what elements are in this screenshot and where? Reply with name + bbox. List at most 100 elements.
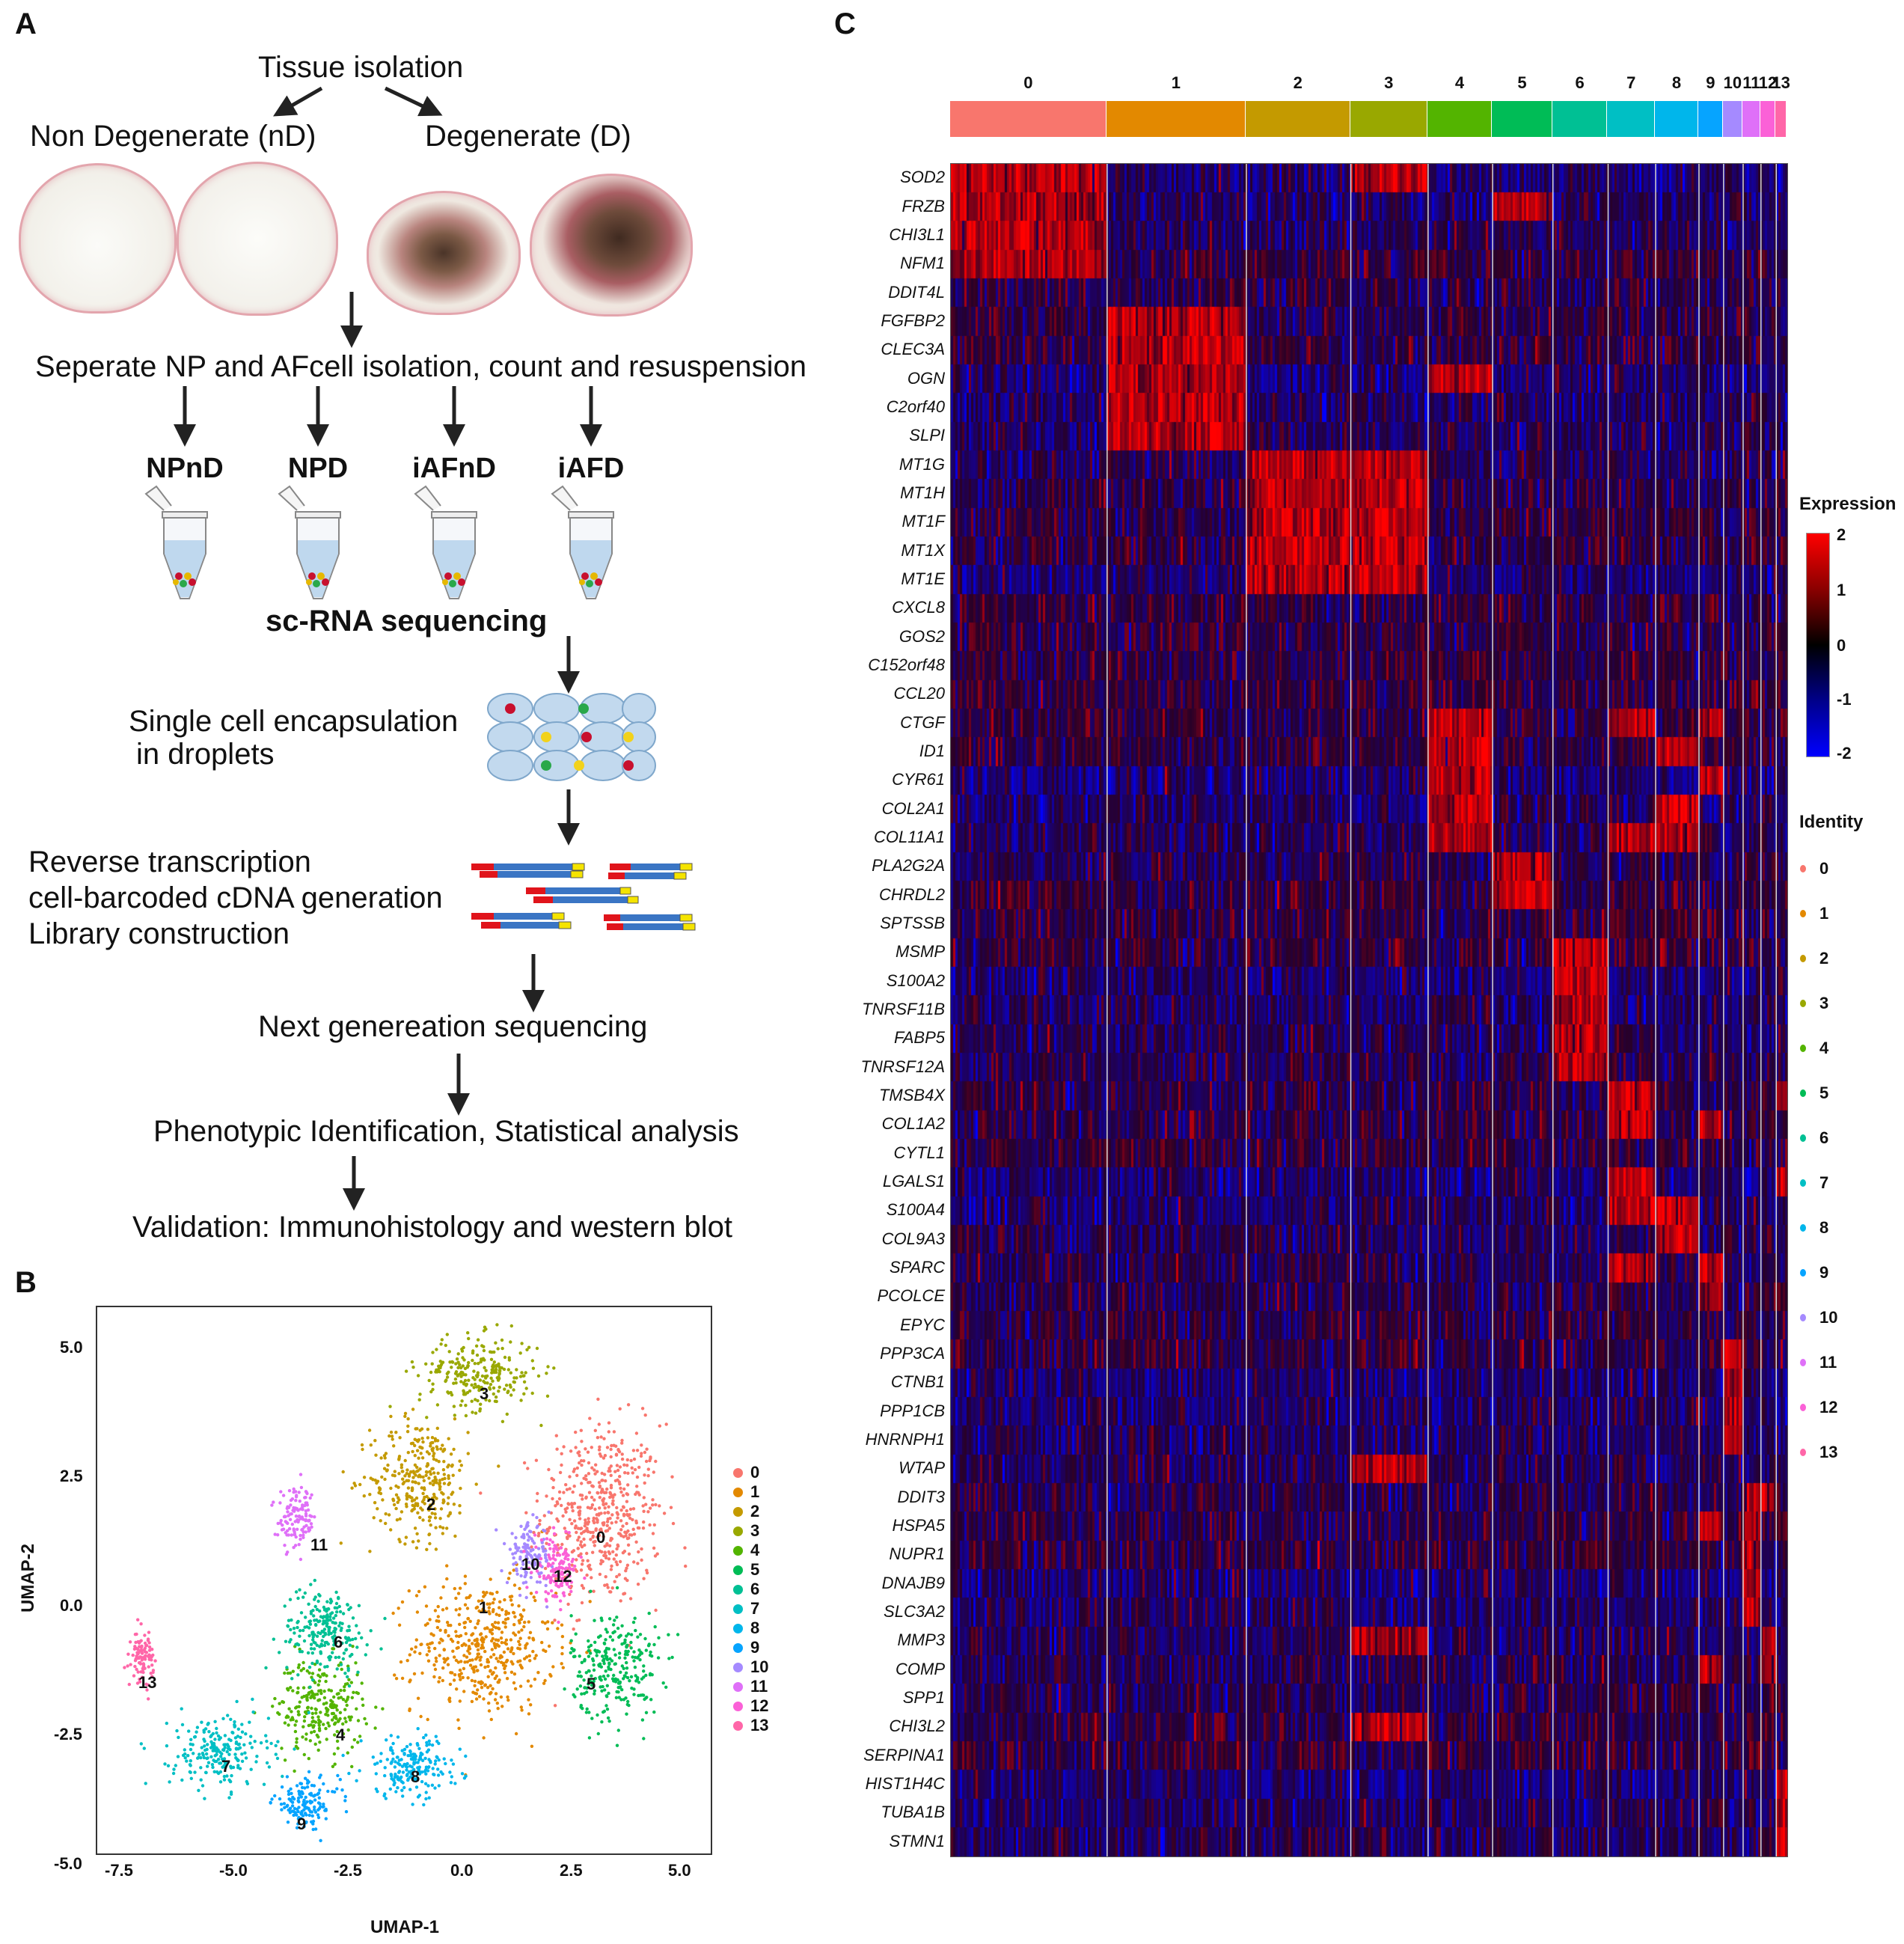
umap-point bbox=[609, 1568, 613, 1571]
umap-point bbox=[454, 1596, 458, 1601]
umap-point bbox=[299, 1790, 304, 1794]
umap-point bbox=[400, 1779, 404, 1784]
umap-point bbox=[635, 1485, 639, 1488]
umap-point bbox=[583, 1543, 587, 1547]
umap-point bbox=[511, 1552, 515, 1556]
umap-point bbox=[548, 1538, 552, 1542]
umap-point bbox=[340, 1641, 344, 1645]
gene-label: CLEC3A bbox=[881, 340, 945, 359]
umap-cluster-8-points bbox=[341, 1727, 468, 1807]
umap-point bbox=[605, 1695, 609, 1699]
ngs-text: Next genereation sequencing bbox=[258, 1010, 648, 1043]
umap-point bbox=[552, 1532, 557, 1535]
umap-point bbox=[465, 1607, 470, 1610]
umap-point bbox=[223, 1761, 227, 1764]
umap-point bbox=[491, 1623, 495, 1627]
umap-point bbox=[602, 1709, 607, 1714]
umap-point bbox=[476, 1338, 480, 1342]
umap-point bbox=[416, 1511, 420, 1514]
umap-point bbox=[297, 1663, 301, 1667]
umap-point bbox=[290, 1804, 295, 1808]
umap-point bbox=[537, 1532, 541, 1535]
umap-point bbox=[632, 1560, 636, 1564]
umap-point bbox=[334, 1590, 338, 1595]
umap-point bbox=[183, 1748, 186, 1752]
umap-point bbox=[307, 1519, 311, 1523]
umap-point bbox=[311, 1693, 315, 1696]
umap-point bbox=[390, 1774, 394, 1778]
umap-point bbox=[524, 1571, 527, 1574]
umap-point bbox=[472, 1668, 476, 1672]
umap-point bbox=[384, 1797, 388, 1800]
umap-point bbox=[281, 1494, 286, 1497]
umap-point bbox=[486, 1664, 490, 1669]
umap-point bbox=[596, 1649, 600, 1653]
umap-point bbox=[502, 1650, 506, 1654]
umap-point bbox=[325, 1710, 329, 1714]
umap-point bbox=[584, 1529, 587, 1533]
umap-point bbox=[509, 1670, 514, 1674]
umap-point bbox=[509, 1648, 514, 1651]
umap-point bbox=[405, 1773, 409, 1776]
umap-point bbox=[492, 1386, 496, 1390]
umap-point bbox=[360, 1443, 364, 1447]
umap-point bbox=[599, 1529, 604, 1533]
umap-point bbox=[588, 1506, 593, 1510]
umap-point bbox=[645, 1571, 649, 1575]
umap-point bbox=[488, 1399, 492, 1403]
umap-point bbox=[570, 1522, 574, 1526]
umap-point bbox=[302, 1752, 306, 1757]
umap-point bbox=[293, 1747, 296, 1751]
umap-point bbox=[360, 1636, 364, 1639]
umap-point bbox=[442, 1473, 446, 1476]
umap-point bbox=[432, 1452, 436, 1455]
umap-point bbox=[307, 1723, 310, 1728]
umap-point bbox=[437, 1758, 441, 1762]
umap-point bbox=[514, 1561, 518, 1565]
umap-point bbox=[492, 1608, 495, 1612]
umap-point bbox=[318, 1728, 322, 1732]
umap-point bbox=[643, 1413, 647, 1417]
umap-point bbox=[418, 1428, 422, 1432]
umap-point bbox=[280, 1785, 284, 1789]
umap-point bbox=[402, 1747, 407, 1752]
umap-point bbox=[569, 1580, 574, 1584]
umap-xtick: -5.0 bbox=[219, 1861, 248, 1880]
umap-point bbox=[289, 1627, 293, 1632]
umap-point bbox=[557, 1620, 560, 1624]
umap-point bbox=[545, 1537, 549, 1541]
umap-point bbox=[363, 1717, 367, 1721]
umap-point bbox=[543, 1678, 547, 1683]
umap-point bbox=[337, 1696, 340, 1700]
umap-point bbox=[264, 1666, 268, 1670]
umap-point bbox=[500, 1630, 504, 1634]
umap-point bbox=[579, 1459, 584, 1463]
umap-point bbox=[126, 1652, 130, 1656]
umap-point bbox=[405, 1430, 410, 1434]
umap-point bbox=[445, 1564, 449, 1568]
umap-point bbox=[534, 1458, 539, 1462]
umap-point bbox=[651, 1532, 655, 1535]
umap-point bbox=[458, 1468, 462, 1473]
umap-point bbox=[245, 1782, 250, 1785]
umap-point bbox=[458, 1607, 462, 1611]
umap-point bbox=[636, 1526, 640, 1530]
umap-point bbox=[313, 1604, 317, 1609]
umap-legend-item: 11 bbox=[733, 1677, 768, 1696]
umap-point bbox=[558, 1599, 563, 1603]
umap-point bbox=[578, 1674, 583, 1678]
umap-point bbox=[183, 1752, 187, 1756]
umap-point bbox=[303, 1715, 307, 1719]
umap-point bbox=[612, 1430, 616, 1434]
umap-point bbox=[495, 1590, 499, 1595]
umap-point bbox=[501, 1621, 505, 1624]
umap-point bbox=[584, 1474, 588, 1478]
umap-point bbox=[356, 1670, 360, 1674]
umap-point bbox=[168, 1780, 171, 1784]
umap-point bbox=[460, 1772, 465, 1776]
umap-point bbox=[350, 1652, 354, 1657]
umap-point bbox=[634, 1519, 638, 1523]
umap-point bbox=[611, 1550, 615, 1553]
gene-label: PPP3CA bbox=[880, 1344, 945, 1363]
identity-legend-item: 12 bbox=[1800, 1398, 1837, 1417]
